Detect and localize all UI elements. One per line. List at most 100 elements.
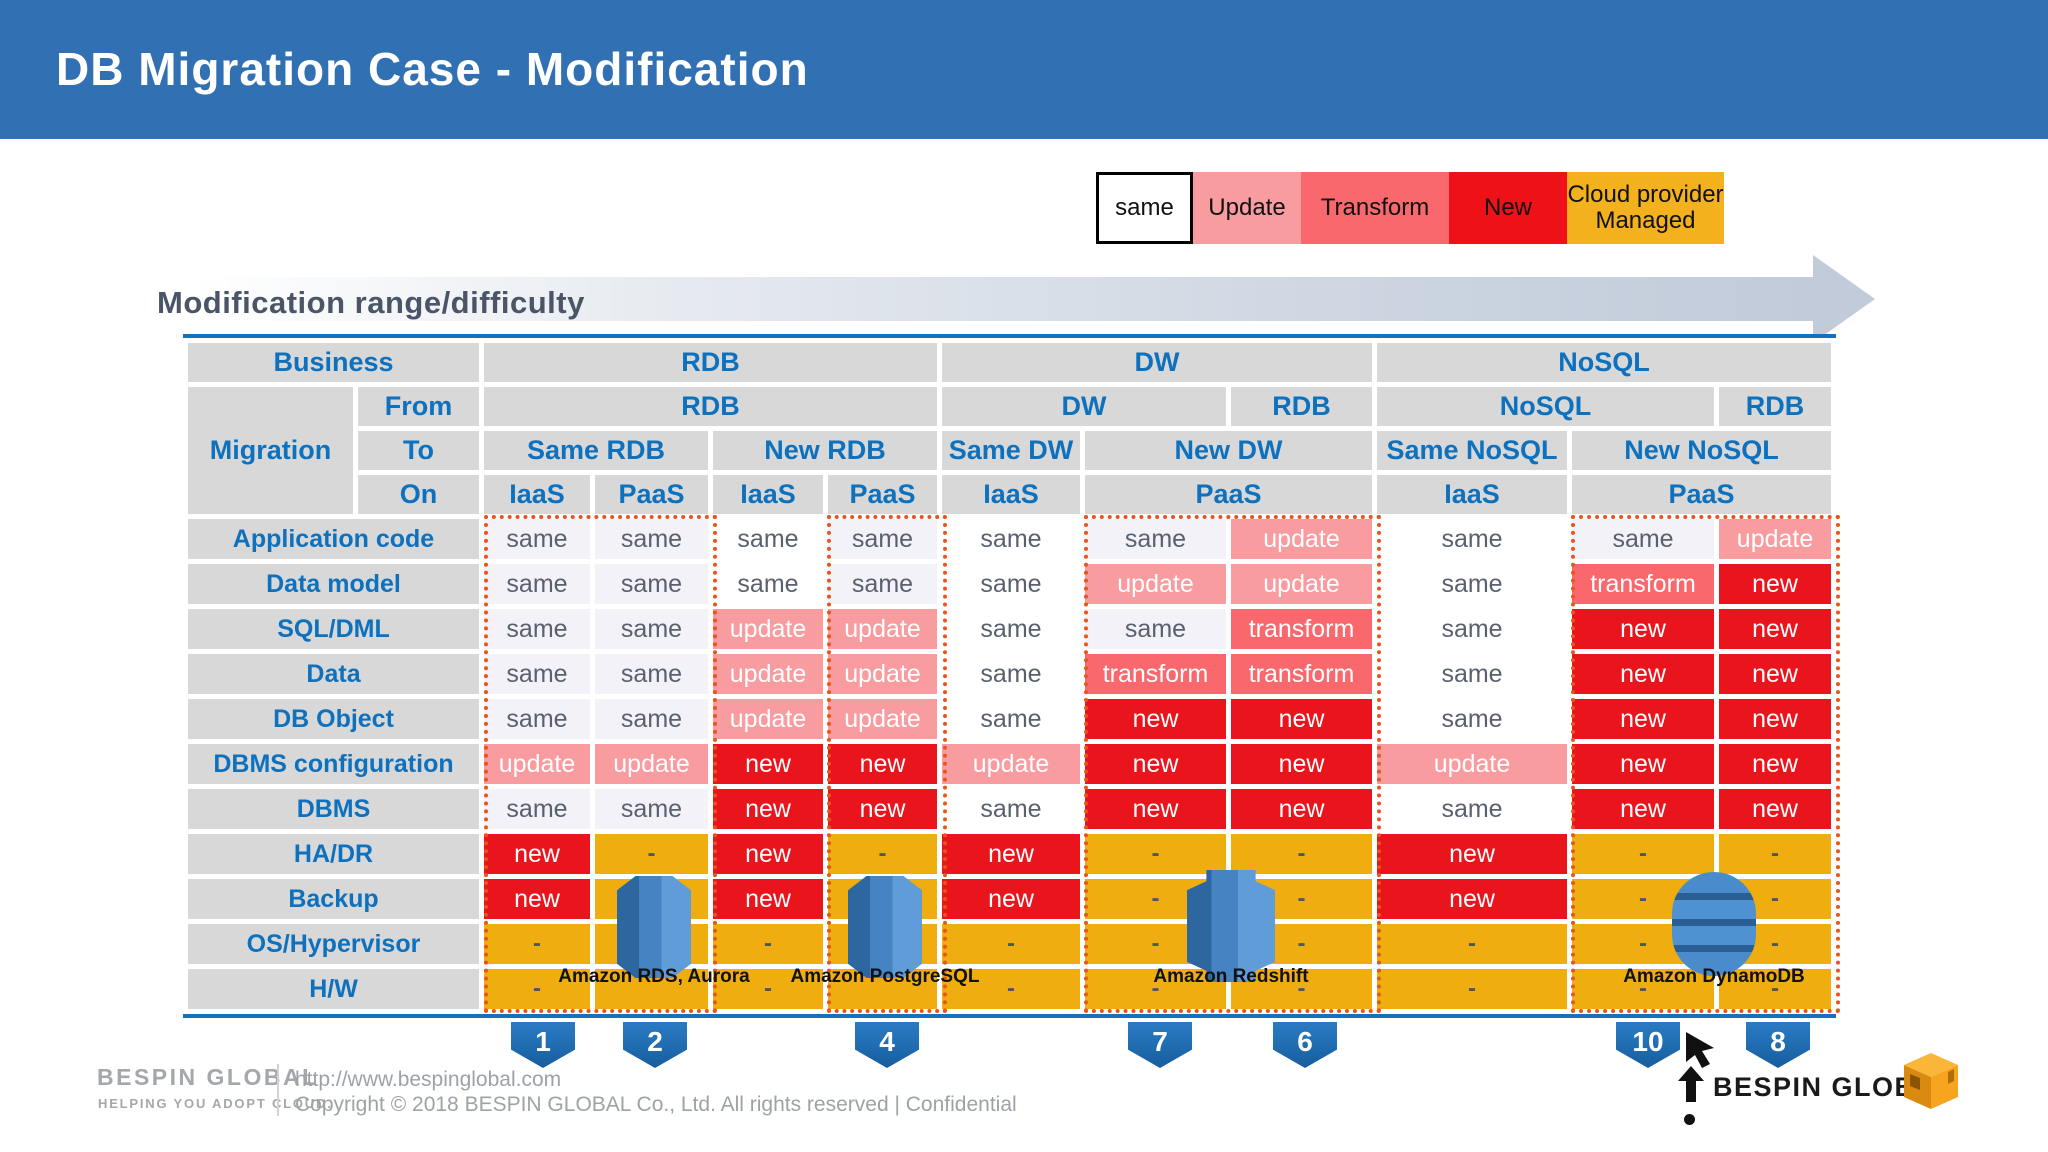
on-header: On — [358, 475, 479, 514]
case-number-badge: 6 — [1270, 1022, 1340, 1074]
dot-marker — [1684, 1114, 1695, 1125]
cell-same: same — [1377, 789, 1568, 829]
legend-label: Transform — [1320, 193, 1430, 221]
cell-same: same — [484, 564, 590, 604]
cell-same: same — [1085, 519, 1226, 559]
cell-managed: - — [1719, 969, 1832, 1009]
on-iaas-1: IaaS — [484, 475, 590, 514]
cell-new: new — [1085, 789, 1226, 829]
cell-update: update — [1719, 519, 1832, 559]
cell-same: same — [1377, 564, 1568, 604]
cell-same: same — [1377, 699, 1568, 739]
cell-update: update — [1231, 519, 1373, 559]
cell-same: same — [942, 519, 1080, 559]
cell-new: new — [1231, 789, 1373, 829]
cell-new: new — [1719, 609, 1832, 649]
legend-item-update: Update — [1193, 172, 1301, 244]
legend-item-transform: Transform — [1301, 172, 1449, 244]
cell-new: new — [1572, 654, 1715, 694]
cell-new: new — [942, 834, 1080, 874]
cell-new: new — [1231, 744, 1373, 784]
cell-new: new — [713, 834, 823, 874]
cell-same: same — [942, 654, 1080, 694]
cell-update: update — [713, 699, 823, 739]
table-row: OS/Hypervisor - - - - - - - - — [188, 924, 1832, 964]
aws-product-label: Amazon PostgreSQL — [790, 966, 980, 987]
cell-new: new — [713, 879, 823, 919]
cell-new: new — [1085, 699, 1226, 739]
on-paas-3: PaaS — [1085, 475, 1373, 514]
cell-same: same — [484, 699, 590, 739]
from-header: From — [358, 387, 479, 426]
cell-same: same — [484, 519, 590, 559]
row-label: Application code — [188, 519, 479, 559]
case-box-new-dw — [1084, 515, 1381, 1013]
case-number-badge: 2 — [620, 1022, 690, 1074]
case-number: 2 — [623, 1022, 687, 1068]
cell-new: new — [1719, 564, 1832, 604]
row-label: DBMS configuration — [188, 744, 479, 784]
legend: same Update Transform New Cloud provider… — [1096, 172, 1724, 244]
cell-update: update — [1377, 744, 1568, 784]
on-row: On IaaS PaaS IaaS PaaS IaaS PaaS IaaS Pa… — [188, 475, 1832, 514]
migration-header: Migration — [188, 387, 353, 514]
rds-database-icon — [617, 876, 691, 978]
on-paas-2: PaaS — [828, 475, 937, 514]
cell-same: same — [595, 699, 708, 739]
cell-same: same — [1085, 609, 1226, 649]
cell-managed: - — [1085, 834, 1226, 874]
from-rdb2: RDB — [1231, 387, 1373, 426]
legend-item-managed: Cloud provider Managed — [1567, 172, 1724, 244]
case-number: 7 — [1128, 1022, 1192, 1068]
case-number: 10 — [1616, 1022, 1680, 1068]
to-row: To Same RDB New RDB Same DW New DW Same … — [188, 431, 1832, 470]
business-dw: DW — [942, 343, 1373, 382]
to-new-nosql: New NoSQL — [1572, 431, 1832, 470]
cell-same: same — [942, 564, 1080, 604]
case-number-badge: 7 — [1125, 1022, 1195, 1074]
to-same-rdb: Same RDB — [484, 431, 708, 470]
cell-new: new — [484, 834, 590, 874]
on-paas-1: PaaS — [595, 475, 708, 514]
to-new-rdb: New RDB — [713, 431, 937, 470]
legend-item-new: New — [1449, 172, 1567, 244]
cell-managed: - — [1231, 834, 1373, 874]
cell-update: update — [1231, 564, 1373, 604]
aws-product-label: Amazon DynamoDB — [1623, 966, 1805, 987]
cell-same: same — [828, 519, 937, 559]
cell-same: same — [484, 654, 590, 694]
cell-same: same — [1377, 654, 1568, 694]
from-row: Migration From RDB DW RDB NoSQL RDB — [188, 387, 1832, 514]
range-difficulty-label: Modification range/difficulty — [157, 285, 585, 320]
bespin-cube-logo-icon — [1904, 1053, 1958, 1109]
cell-managed: - — [484, 924, 590, 964]
range-arrow-head — [1813, 255, 1875, 343]
cell-managed: - — [1572, 969, 1715, 1009]
legend-label: New — [1483, 193, 1532, 221]
cell-same: same — [1572, 519, 1715, 559]
from-rdb: RDB — [484, 387, 937, 426]
cell-managed: - — [595, 834, 708, 874]
cell-transform: transform — [1231, 654, 1373, 694]
footer-divider — [277, 1064, 279, 1116]
cell-same: same — [595, 609, 708, 649]
on-iaas-4: IaaS — [1377, 475, 1568, 514]
title-bar: DB Migration Case - Modification — [0, 0, 2048, 139]
cell-new: new — [828, 789, 937, 829]
case-number: 1 — [511, 1022, 575, 1068]
cell-same: same — [1377, 609, 1568, 649]
cell-same: same — [595, 564, 708, 604]
cell-new: new — [1572, 744, 1715, 784]
cell-managed: - — [1085, 969, 1226, 1009]
cell-update: update — [828, 609, 937, 649]
table-row: DBMS same same new new same new new same new new — [188, 789, 1832, 829]
row-label: Backup — [188, 879, 479, 919]
case-number-badge: 1 — [508, 1022, 578, 1074]
cell-same: same — [1377, 519, 1568, 559]
cell-new: new — [1377, 834, 1568, 874]
row-label: Data — [188, 654, 479, 694]
cell-same: same — [595, 519, 708, 559]
row-label: OS/Hypervisor — [188, 924, 479, 964]
page-title: DB Migration Case - Modification — [56, 43, 809, 95]
cell-same: same — [828, 564, 937, 604]
